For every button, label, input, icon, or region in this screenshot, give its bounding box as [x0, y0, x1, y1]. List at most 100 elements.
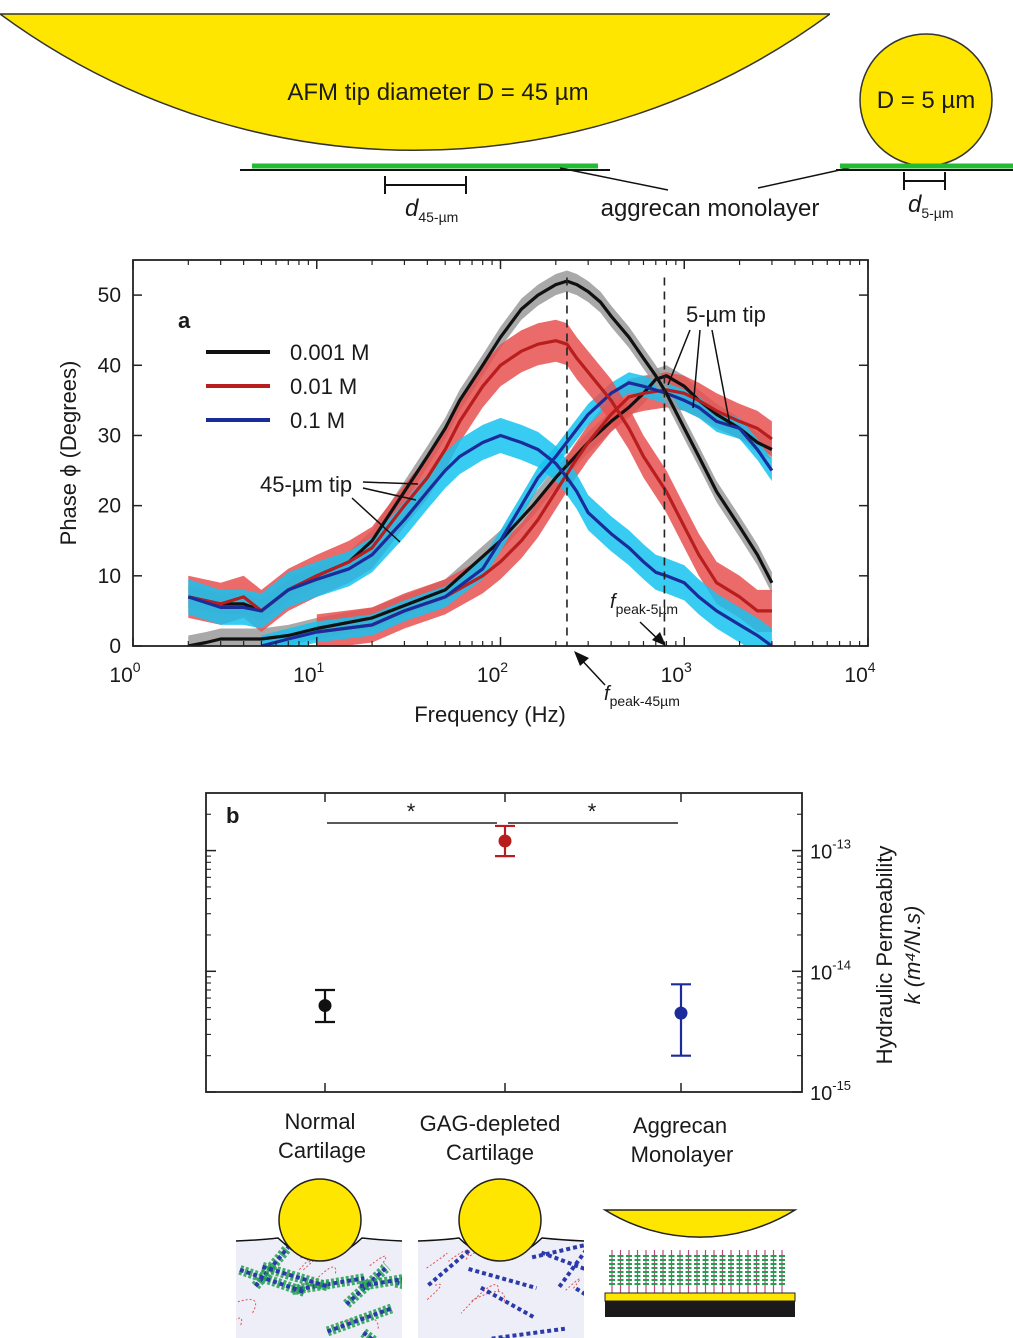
- legend-label-0: 0.001 M: [290, 340, 370, 365]
- afm-tip-45um: [0, 13, 830, 151]
- x-tick-label-2: 102: [477, 659, 508, 687]
- panel-b-ylabel-unit: k (m⁴/N.s): [900, 906, 925, 1005]
- collagen-fiber: [368, 1255, 387, 1267]
- annotation-45um-tip: 45-µm tip: [260, 472, 352, 497]
- category-label-0-line2: Cartilage: [278, 1138, 366, 1163]
- line-series-4: [316, 388, 773, 634]
- normal-cartilage-tip: [278, 1178, 362, 1262]
- d45-label: d45-µm: [405, 195, 458, 225]
- aggrecan-core: [427, 1246, 473, 1287]
- panel-a-lines: [187, 279, 774, 646]
- aggrecan-core: [345, 1265, 389, 1306]
- panel-b: 10-13 10-14 10-15 b * * Hydraulic Permeabi…: [205, 792, 925, 1167]
- collagen-fiber: [236, 1299, 257, 1314]
- category-label-1-line2: Cartilage: [446, 1140, 534, 1165]
- aggrecan-core: [359, 1277, 402, 1289]
- pointer-45um-2: [362, 487, 417, 501]
- significance-star-right: *: [588, 799, 597, 824]
- x-tick-label-0: 100: [109, 659, 140, 687]
- aggrecan-core: [479, 1285, 537, 1321]
- collagen-fiber: [470, 1291, 505, 1302]
- panel-a-xlabel: Frequency (Hz): [414, 702, 566, 727]
- gag-depleted-tip: [458, 1178, 542, 1262]
- y-tick-label-0: 0: [109, 635, 121, 658]
- tissue-illustrations: [235, 1178, 798, 1338]
- pointer-5um-2: [692, 329, 701, 409]
- aggrecan-core: [491, 1326, 566, 1338]
- legend-label-2: 0.1 M: [290, 408, 345, 433]
- pointer-45um-3: [351, 497, 401, 543]
- collagen-fiber: [448, 1249, 470, 1262]
- panel-b-ticks: 10-13 10-14 10-15: [206, 793, 851, 1105]
- data-point-2: [674, 1006, 688, 1020]
- x-tick-label-3: 103: [661, 659, 692, 687]
- annotation-fpeak-5um: fpeak-5µm: [610, 591, 678, 617]
- band-series-5: [261, 372, 772, 646]
- legend-label-1: 0.01 M: [290, 374, 357, 399]
- significance-star-left: *: [407, 799, 416, 824]
- panel-a-peak-lines: [566, 277, 666, 646]
- line-series-2: [187, 433, 773, 646]
- panel-a-letter: a: [178, 308, 191, 333]
- line-series-1: [187, 339, 772, 613]
- band-series-1: [188, 319, 772, 632]
- aggrecan-brush: [609, 1250, 785, 1293]
- monolayer-tip: [602, 1209, 798, 1238]
- d5-label: d5-µm: [908, 191, 954, 221]
- legend: 0.001 M 0.01 M 0.1 M: [206, 340, 370, 433]
- pointer-45um-1: [362, 481, 419, 485]
- collagen-fiber: [426, 1283, 442, 1300]
- monolayer-pointer-left: [559, 167, 669, 191]
- b-y-tick-label-0: 10-13: [810, 837, 851, 864]
- data-point-0: [318, 999, 332, 1013]
- panel-a-ticks: 100 101 102 103 104 0 10 20 30 40 50: [98, 260, 876, 687]
- pointer-fpeak-5um-head: [652, 632, 666, 646]
- line-series-5: [260, 381, 774, 646]
- y-tick-label-2: 20: [98, 495, 121, 518]
- normal-cartilage-illustration: [235, 1178, 403, 1338]
- gag-bristles: [251, 1242, 294, 1290]
- panel-b-frame: [205, 792, 803, 1093]
- aggrecan-monolayer-illustration: [602, 1209, 798, 1317]
- annotation-5um-tip: 5-µm tip: [686, 302, 766, 327]
- tip45-label: AFM tip diameter D = 45 µm: [287, 79, 588, 106]
- panel-b-letter: b: [226, 803, 239, 828]
- b-y-tick-label-1: 10-14: [810, 957, 851, 984]
- panel-a-ylabel: Phase ϕ (Degrees): [56, 361, 81, 546]
- aggrecan-core: [468, 1267, 538, 1290]
- gag-depleted-illustration: [417, 1178, 585, 1338]
- panel-a: 100 101 102 103 104 0 10 20 30 40 50 a 0.001 M 0.0…: [56, 259, 876, 727]
- category-label-1-line1: GAG-depleted: [420, 1111, 561, 1136]
- category-label-2-line1: Aggrecan: [633, 1113, 727, 1138]
- aggrecan-core: [326, 1306, 393, 1334]
- normal-cartilage-network: [236, 1242, 402, 1338]
- category-label-0-line1: Normal: [285, 1109, 356, 1134]
- y-tick-label-4: 40: [98, 354, 121, 377]
- y-tick-label-5: 50: [98, 284, 121, 307]
- schematic: AFM tip diameter D = 45 µm d45-µm aggrec…: [0, 13, 1013, 225]
- category-label-2-line2: Monolayer: [631, 1142, 734, 1167]
- gag-depleted-network: [426, 1240, 584, 1338]
- x-tick-label-4: 104: [844, 659, 875, 687]
- band-series-2: [188, 417, 772, 646]
- panel-a-bands: [188, 270, 772, 646]
- aggrecan-core: [254, 1244, 291, 1288]
- aggrecan-core: [261, 1264, 331, 1289]
- tip5-label: D = 5 µm: [877, 87, 976, 114]
- y-tick-label-1: 10: [98, 565, 121, 588]
- pointer-5um-3: [711, 329, 731, 426]
- panel-b-ylabel: Hydraulic Permeability: [872, 846, 897, 1065]
- aggrecan-core: [531, 1243, 584, 1260]
- gold-substrate: [604, 1292, 796, 1302]
- pointer-5um-1: [667, 329, 691, 386]
- aggrecan-core: [557, 1249, 584, 1288]
- y-tick-label-3: 30: [98, 424, 121, 447]
- annotation-fpeak-45um: fpeak-45µm: [604, 683, 680, 709]
- aggrecan-core: [291, 1276, 365, 1293]
- panel-b-points: [315, 824, 691, 1057]
- collagen-fiber: [565, 1278, 581, 1291]
- pointer-fpeak-45um-head: [574, 651, 589, 666]
- collagen-fiber: [426, 1252, 448, 1269]
- data-point-1: [498, 834, 512, 848]
